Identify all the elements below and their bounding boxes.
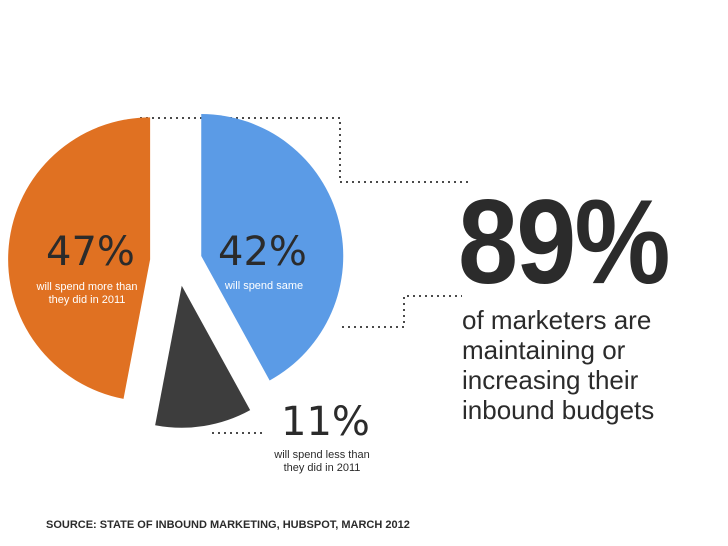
slice-description-less-line-1: will spend less than bbox=[274, 449, 370, 461]
pie-slices bbox=[8, 114, 344, 428]
slice-label-same: 42% bbox=[218, 229, 307, 275]
slice-description-more-line-1: will spend more than bbox=[36, 281, 138, 293]
slice-description-same-line-1: will spend same bbox=[224, 280, 304, 292]
pie-slice-same bbox=[201, 114, 344, 381]
headline-caption: of marketers are maintaining or increasi… bbox=[462, 305, 724, 425]
dotted-leader-lines bbox=[140, 117, 468, 434]
pie-slice-more bbox=[8, 117, 151, 399]
slice-label-more: 47% bbox=[46, 229, 135, 275]
slice-description-less: will spend less than they did in 2011 bbox=[260, 449, 384, 475]
slice-description-more: will spend more than they did in 2011 bbox=[24, 281, 150, 307]
headline-caption-line-3: increasing their bbox=[462, 365, 639, 395]
slice-description-more-line-2: they did in 2011 bbox=[48, 294, 126, 306]
headline-percentage: 89% bbox=[458, 175, 671, 309]
headline-caption-line-4: inbound budgets bbox=[462, 395, 655, 425]
leader-line-middle bbox=[342, 295, 462, 328]
slice-label-less: 11% bbox=[281, 399, 370, 445]
slice-description-less-line-2: they did in 2011 bbox=[283, 462, 361, 474]
headline-caption-line-1: of marketers are bbox=[462, 305, 652, 335]
source-note: SOURCE: STATE OF INBOUND MARKETING, HUBS… bbox=[46, 519, 410, 531]
slice-description-same: will spend same bbox=[212, 280, 316, 293]
pie-slice-less bbox=[155, 285, 251, 428]
headline-caption-line-2: maintaining or bbox=[462, 335, 626, 365]
